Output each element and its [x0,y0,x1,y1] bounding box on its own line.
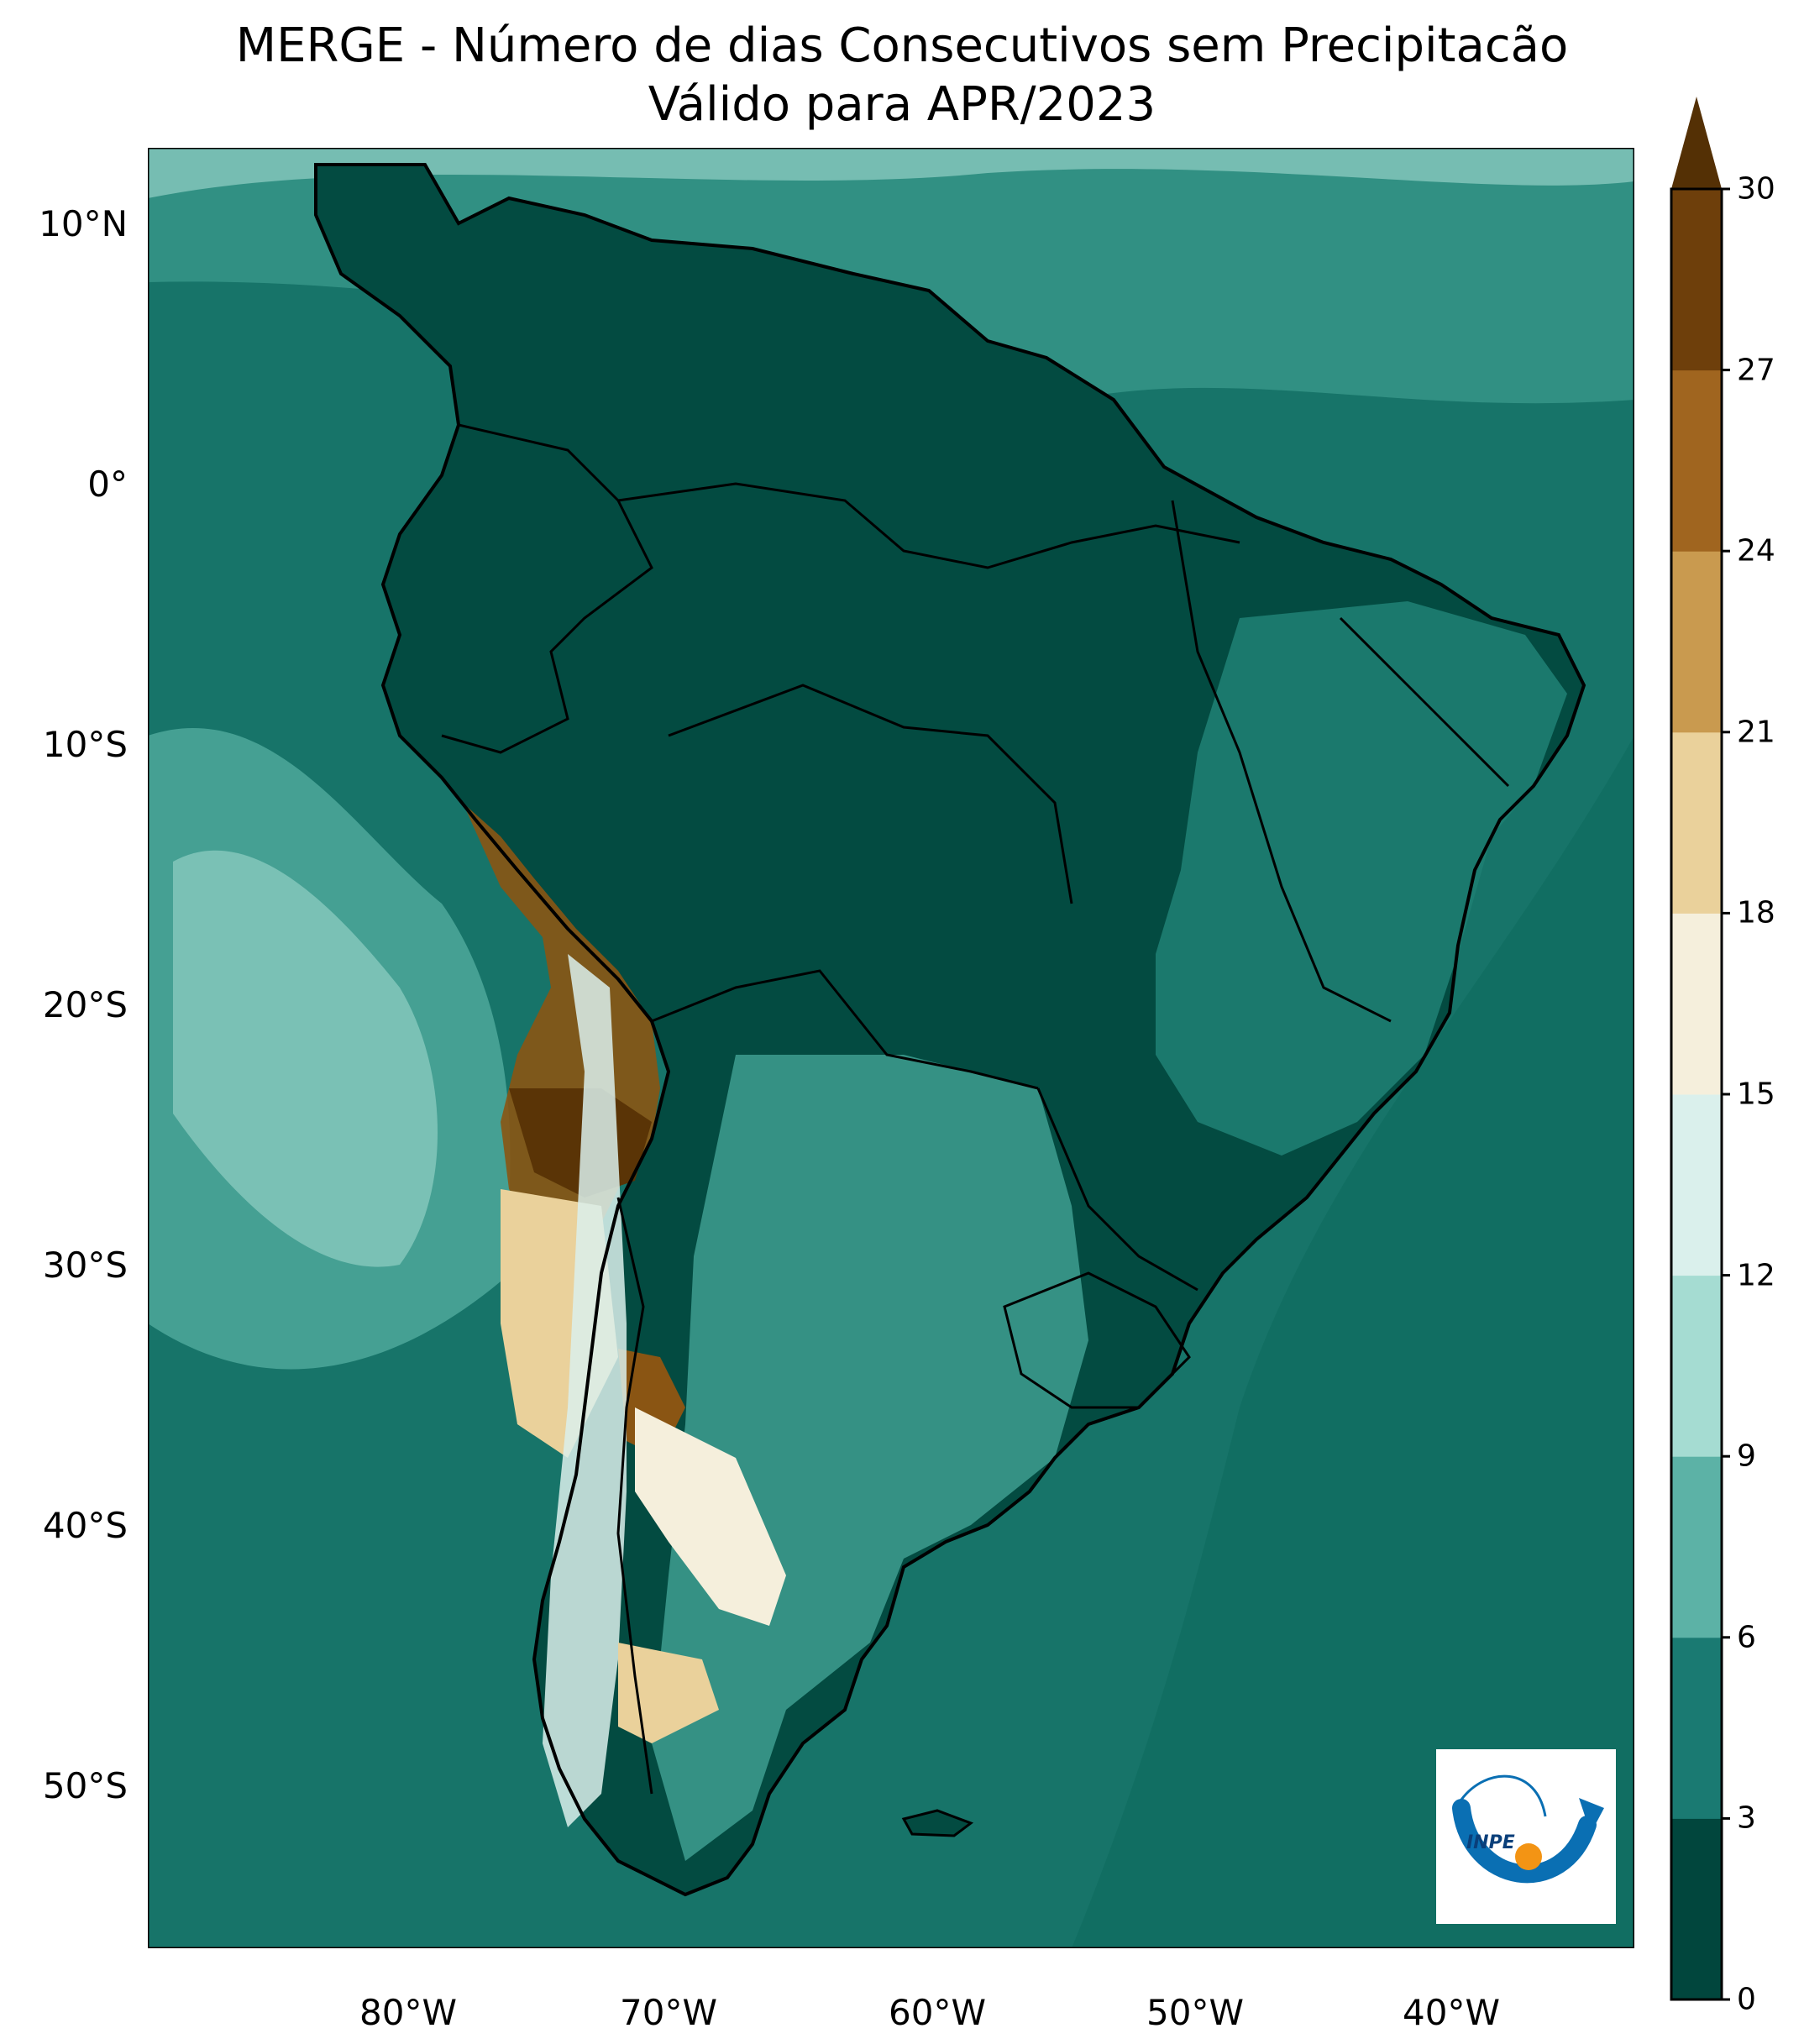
colorbar-tick-label: 24 [1737,533,1775,569]
lon-label-50w: 50°W [1146,1992,1244,2033]
falklands [901,1809,974,1837]
colorbar-bin [1671,1818,1722,2000]
atlantic-band [1072,400,1634,1948]
lat-label-0: 0° [87,464,128,505]
colorbar-bin [1671,731,1722,914]
south-america-landmass [316,165,1584,1895]
colorbar-tick-label: 18 [1737,895,1775,930]
lat-label-10s: 10°S [42,724,128,765]
colorbar-tick-label: 9 [1737,1439,1756,1474]
svg-text:INPE: INPE [1466,1832,1515,1853]
colorbar-bin [1671,1275,1722,1457]
lon-label-60w: 60°W [889,1992,986,2033]
colorbar [1670,97,1730,2001]
colorbar-bin [1671,189,1722,371]
colorbar-bin [1671,551,1722,733]
colorbar-extend-arrow [1671,97,1722,189]
colorbar-ticks [1722,187,1730,2001]
colorbar-tick-label: 6 [1737,1620,1756,1655]
colorbar-bin [1671,1637,1722,1819]
country-borders [441,423,1510,1795]
title-line-2: Válido para APR/2023 [648,77,1156,132]
colorbar-bins [1671,189,1722,2000]
southern-cone-region [652,1055,1088,1861]
chile-light-strip [543,954,627,1827]
colorbar-tick-label: 27 [1737,353,1775,388]
patagonia-pale [635,1407,786,1626]
colorbar-tick-label: 3 [1737,1800,1756,1836]
southern-patagonia-tan [618,1643,719,1743]
colorbar-bin [1671,1094,1722,1276]
colorbar-tick-label: 21 [1737,715,1775,750]
inpe-logo-graphic: INPE [1436,1749,1616,1924]
lat-label-50s: 50°S [42,1765,128,1806]
north-light-band [148,148,1634,198]
lon-label-40w: 40°W [1403,1992,1500,2033]
inpe-logo: INPE [1436,1749,1616,1924]
map-title: MERGE - Número de dias Consecutivos sem … [0,17,1804,134]
lat-label-20s: 20°S [42,984,128,1025]
lat-label-10n: 10°N [39,203,128,244]
northeast-brazil-region [1156,601,1567,1156]
lat-label-30s: 30°S [42,1245,128,1286]
lon-label-70w: 70°W [620,1992,717,2033]
precipitation-map [148,148,1634,1948]
colorbar-bin [1671,1456,1722,1638]
colorbar-tick-label: 12 [1737,1258,1775,1293]
colorbar-bin [1671,369,1722,552]
colorbar-bin [1671,913,1722,1095]
colorbar-tick-label: 0 [1737,1982,1756,2017]
colorbar-tick-label: 30 [1737,171,1775,207]
lon-label-80w: 80°W [359,1992,457,2033]
pacific-light-band [173,850,438,1267]
lat-label-40s: 40°S [42,1505,128,1546]
colorbar-tick-label: 15 [1737,1077,1775,1112]
coastline [314,163,1586,1897]
title-line-1: MERGE - Número de dias Consecutivos sem … [235,18,1569,73]
